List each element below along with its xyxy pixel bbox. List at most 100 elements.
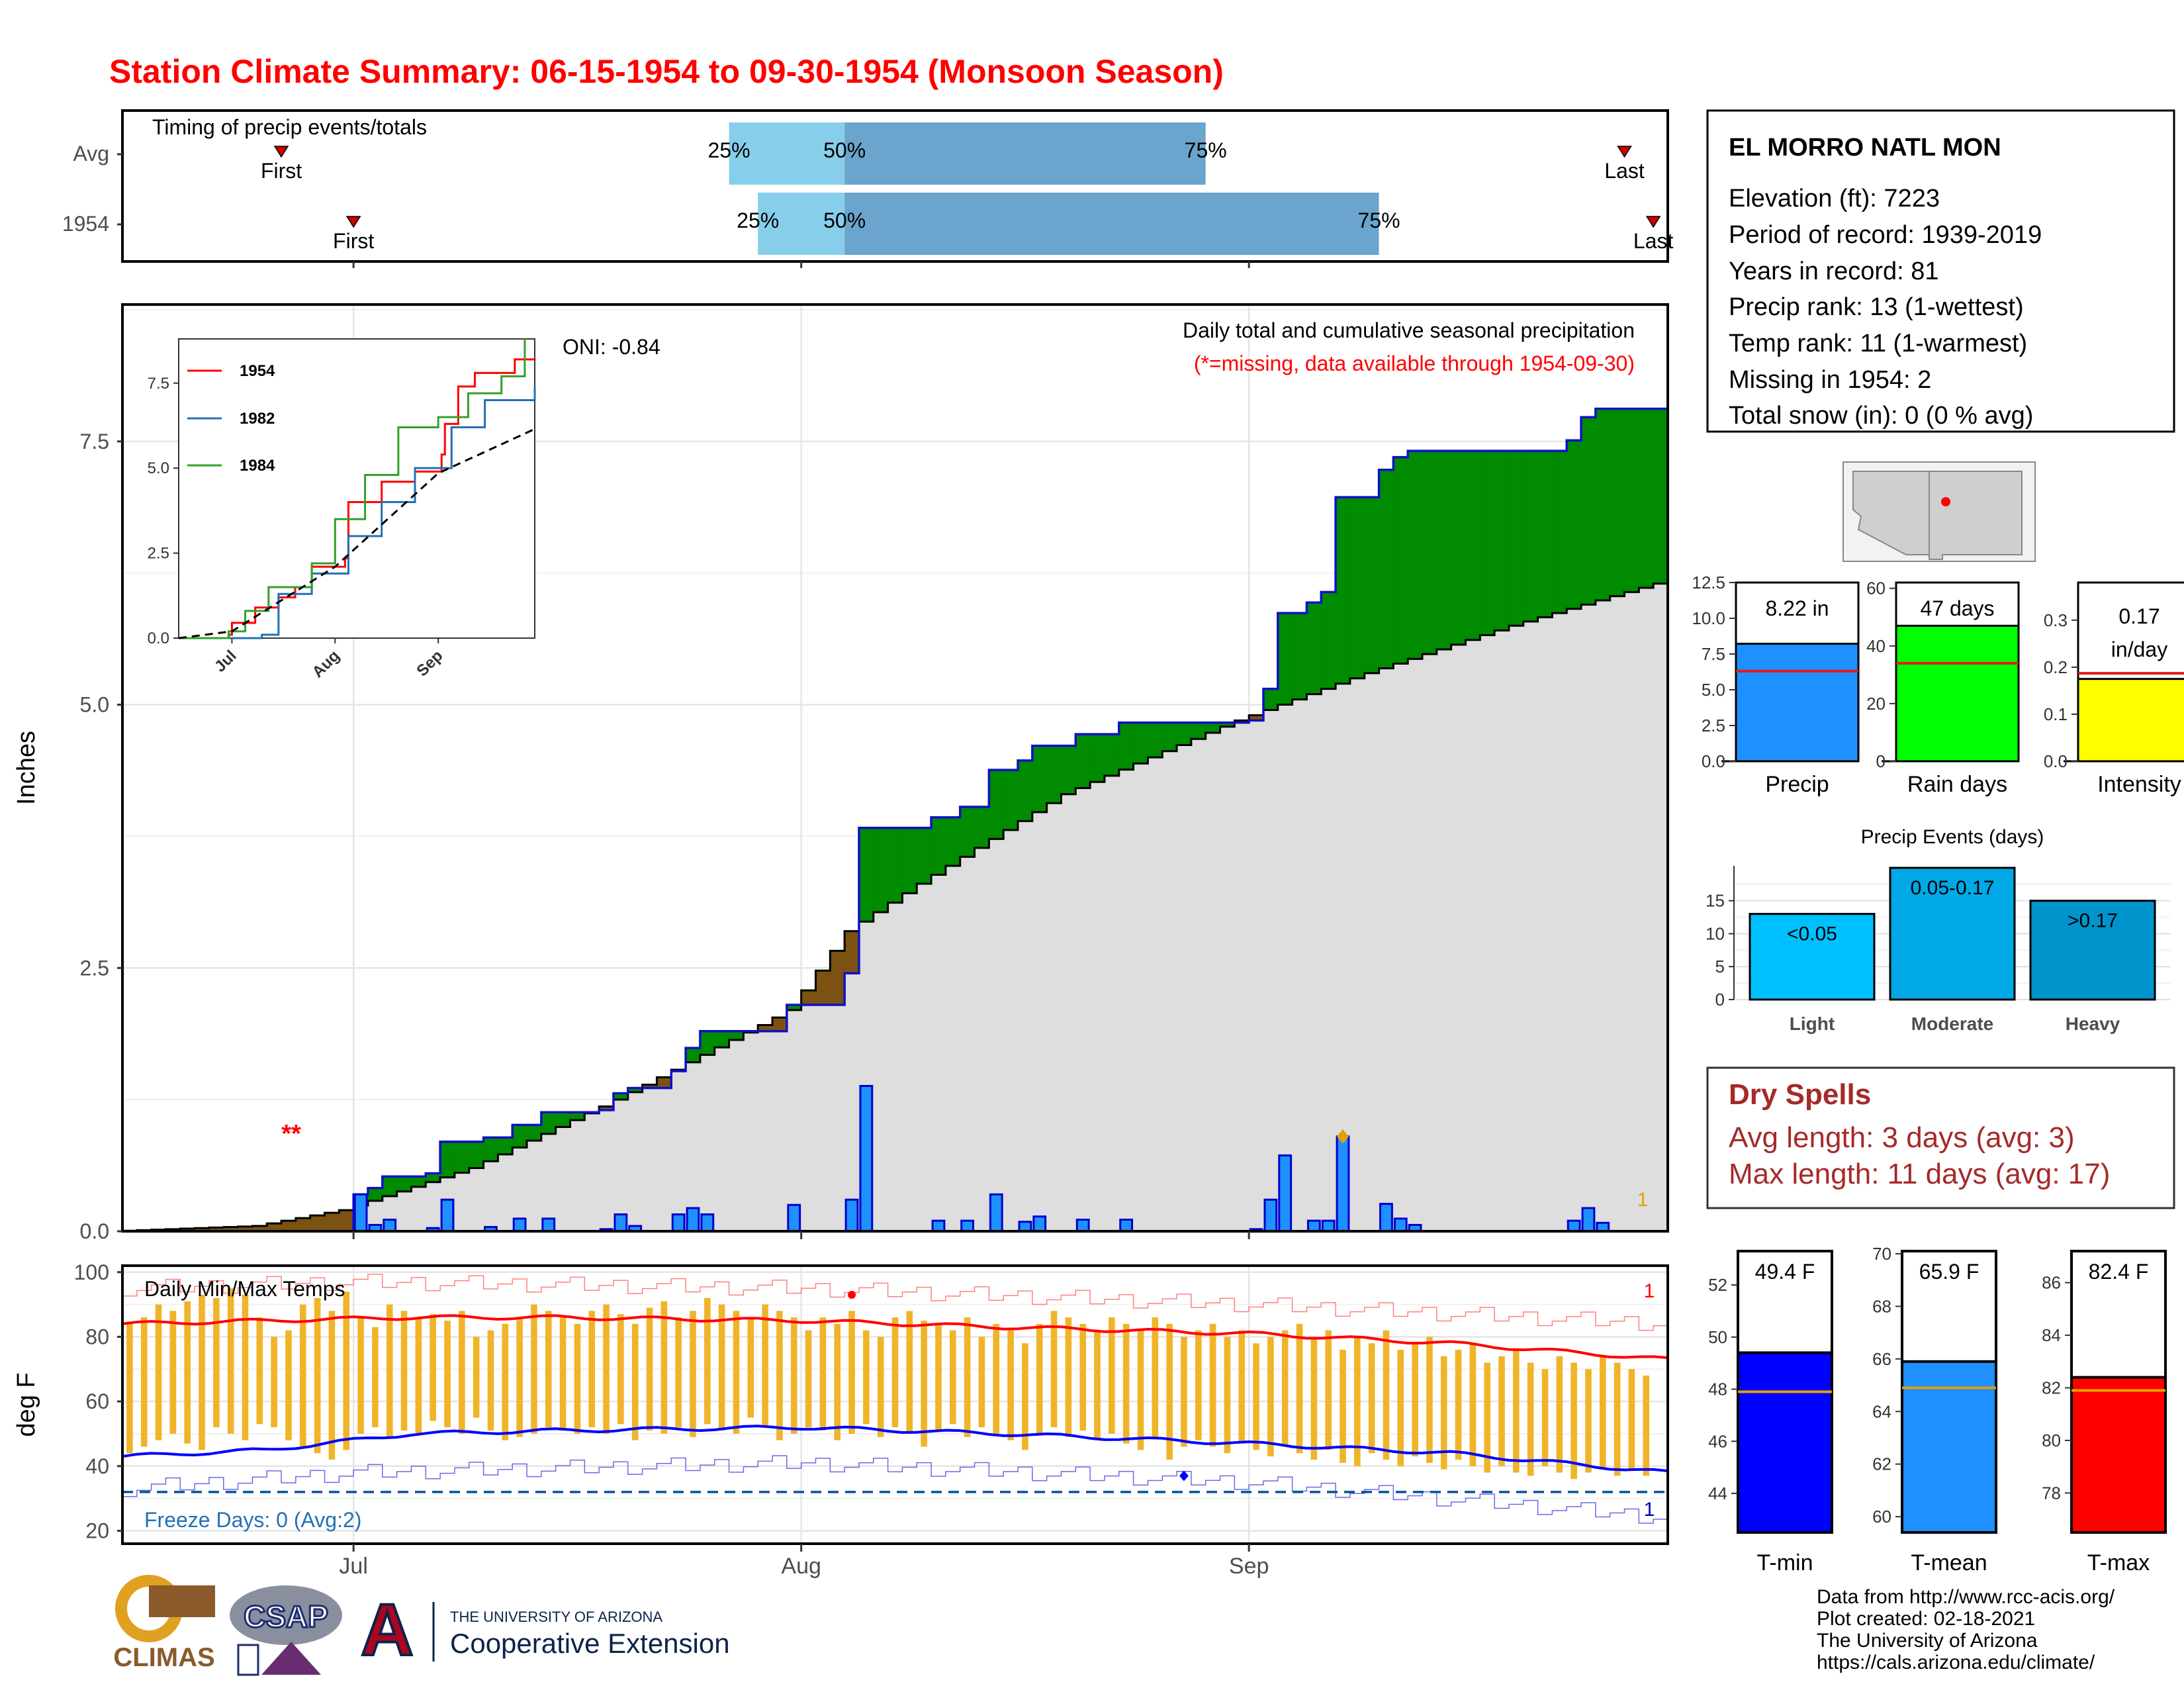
temperature-bar-charts: 44 46 48 50 52 49.4 F T-min 60 62 64 66 68 70 65.9 F T… [1708, 1244, 2167, 1575]
daily-temp-range-bar [271, 1336, 277, 1428]
temp-bar-value-label: 49.4 F [1755, 1260, 1815, 1284]
surplus-area [700, 1031, 715, 1055]
inset-legend-label: 1954 [240, 362, 275, 380]
avg-max-temp-line [122, 1314, 1668, 1360]
station-location-dot [1941, 497, 1950, 506]
daily-precip-bar [859, 1084, 874, 1233]
daily-precip-bar [1379, 1203, 1393, 1233]
mini_intensity-y-tick-label: 0.3 [2044, 610, 2068, 630]
mini_precip-y-tick-label: 0.0 [1702, 751, 1725, 771]
timing-last-marker [1645, 216, 1661, 228]
daily-temp-range-bar [747, 1317, 754, 1418]
temp-bar-y-tick-label: 50 [1708, 1327, 1727, 1347]
daily-precip-bar [1567, 1219, 1581, 1233]
surplus-area [1017, 760, 1033, 821]
daily-temp-range-bar [1412, 1343, 1418, 1457]
daily-precip-bar [989, 1193, 1003, 1233]
station-line-elevation: Elevation (ft): 7223 [1729, 185, 1940, 212]
station-line-missing: Missing in 1954: 2 [1729, 366, 1931, 394]
dry-spells-frame [1706, 1066, 2175, 1209]
csap-logo-text: CSAP [244, 1599, 328, 1634]
precip-events-y-tick-label: 0 [1715, 990, 1725, 1009]
surplus-area [1436, 451, 1452, 650]
deficit-area [223, 1227, 239, 1231]
record-min-line [122, 1455, 1668, 1524]
daily-temp-range-bar [169, 1311, 177, 1434]
daily-precip-bar [614, 1213, 628, 1233]
temp-bar-y-tick-label: 48 [1708, 1380, 1727, 1399]
timing-p50-label: 50% [823, 138, 866, 162]
daily-temp-range-bar [1079, 1323, 1086, 1431]
x-tick-label: Jul [339, 1554, 367, 1579]
deficit-area [208, 1227, 224, 1231]
footer-line-university: The University of Arizona [1817, 1630, 2038, 1652]
daily-temp-range-bar [877, 1336, 884, 1437]
daily-temp-range-bar [790, 1317, 797, 1434]
daily-temp-range-bar [574, 1323, 581, 1434]
dry-spells-title: Dry Spells [1729, 1078, 1871, 1111]
surplus-area [1537, 451, 1553, 618]
station-line-temp-rank: Temp rank: 11 (1-warmest) [1729, 330, 2027, 357]
deficit-area [339, 1210, 354, 1231]
precip-panel-frame [121, 303, 1669, 1233]
record-max-line [122, 1274, 1668, 1331]
mini_precip-bar [1735, 642, 1860, 763]
daily-temp-range-bar [891, 1317, 899, 1428]
surplus-area [917, 827, 932, 884]
timing-p25-label: 25% [737, 209, 779, 232]
daily-temp-range-bar [487, 1330, 494, 1431]
surplus-area [1177, 722, 1192, 745]
cumulative-precip-line [122, 407, 1668, 1233]
temp-bar-x-label: T-min [1757, 1550, 1813, 1575]
surplus-area [1552, 451, 1567, 614]
deficit-area [238, 1226, 253, 1231]
daily-temp-range-bar [964, 1317, 971, 1437]
daily-temp-range-bar [848, 1311, 855, 1434]
timing-first-label: First [333, 229, 374, 253]
daily-temp-range-bar [834, 1323, 841, 1440]
locator-map [1843, 461, 2036, 562]
daily-temp-range-bar [921, 1321, 927, 1447]
mini_intensity-y-tick-label: 0.1 [2044, 704, 2068, 724]
daily-temp-range-bar [459, 1311, 465, 1434]
temp-y-tick-label: 80 [85, 1325, 109, 1348]
inset-y-tick-label: 2.5 [148, 545, 169, 563]
surplus-area [858, 827, 874, 922]
deficit-area [830, 951, 845, 1005]
dry-spells-max: Max length: 11 days (avg: 17) [1729, 1158, 2110, 1190]
mini_raindays-y-tick-label: 20 [1866, 694, 1886, 714]
daily-temp-range-bar [617, 1314, 624, 1425]
surplus-area [1277, 613, 1293, 705]
temp-y-tick-label: 40 [85, 1454, 109, 1478]
temp-bar-y-tick-label: 80 [2042, 1430, 2061, 1450]
avg-cumulative-area [122, 583, 1668, 1231]
surplus-area [1118, 722, 1134, 770]
temp-y-tick-label: 60 [85, 1389, 109, 1413]
csap-logo-cloud [230, 1585, 342, 1645]
csap-logo: CSAP [230, 1585, 342, 1676]
daily-temp-range-bar [762, 1304, 768, 1428]
daily-temp-range-bar [1238, 1330, 1246, 1444]
surplus-area [1148, 722, 1163, 758]
temp-count-min: 1 [1644, 1499, 1655, 1521]
daily-temp-range-bar [1109, 1317, 1115, 1434]
daily-temp-range-bar [1541, 1369, 1549, 1466]
daily-precip-bar [700, 1213, 715, 1233]
surplus-area [1321, 592, 1336, 689]
timing-last-label: Last [1633, 229, 1674, 253]
daily-temp-range-bar [213, 1297, 220, 1428]
daily-temp-range-bar [1267, 1336, 1274, 1457]
daily-temp-range-bar [718, 1304, 725, 1431]
daily-precip-bar [844, 1198, 859, 1233]
surplus-area [627, 1088, 643, 1092]
daily-temp-range-bar [776, 1311, 783, 1440]
daily-precip-bar [787, 1203, 801, 1233]
daily-precip-bar [353, 1193, 368, 1233]
surplus-area [1523, 451, 1539, 622]
surplus-area [1349, 497, 1365, 679]
inset-legend-label: 1984 [240, 457, 275, 475]
daily-temp-range-bar [516, 1317, 523, 1437]
precip-events-bar-label: >0.17 [2068, 910, 2118, 932]
missing-marker: ** [281, 1120, 301, 1148]
daily-temp-range-bar [415, 1317, 422, 1434]
